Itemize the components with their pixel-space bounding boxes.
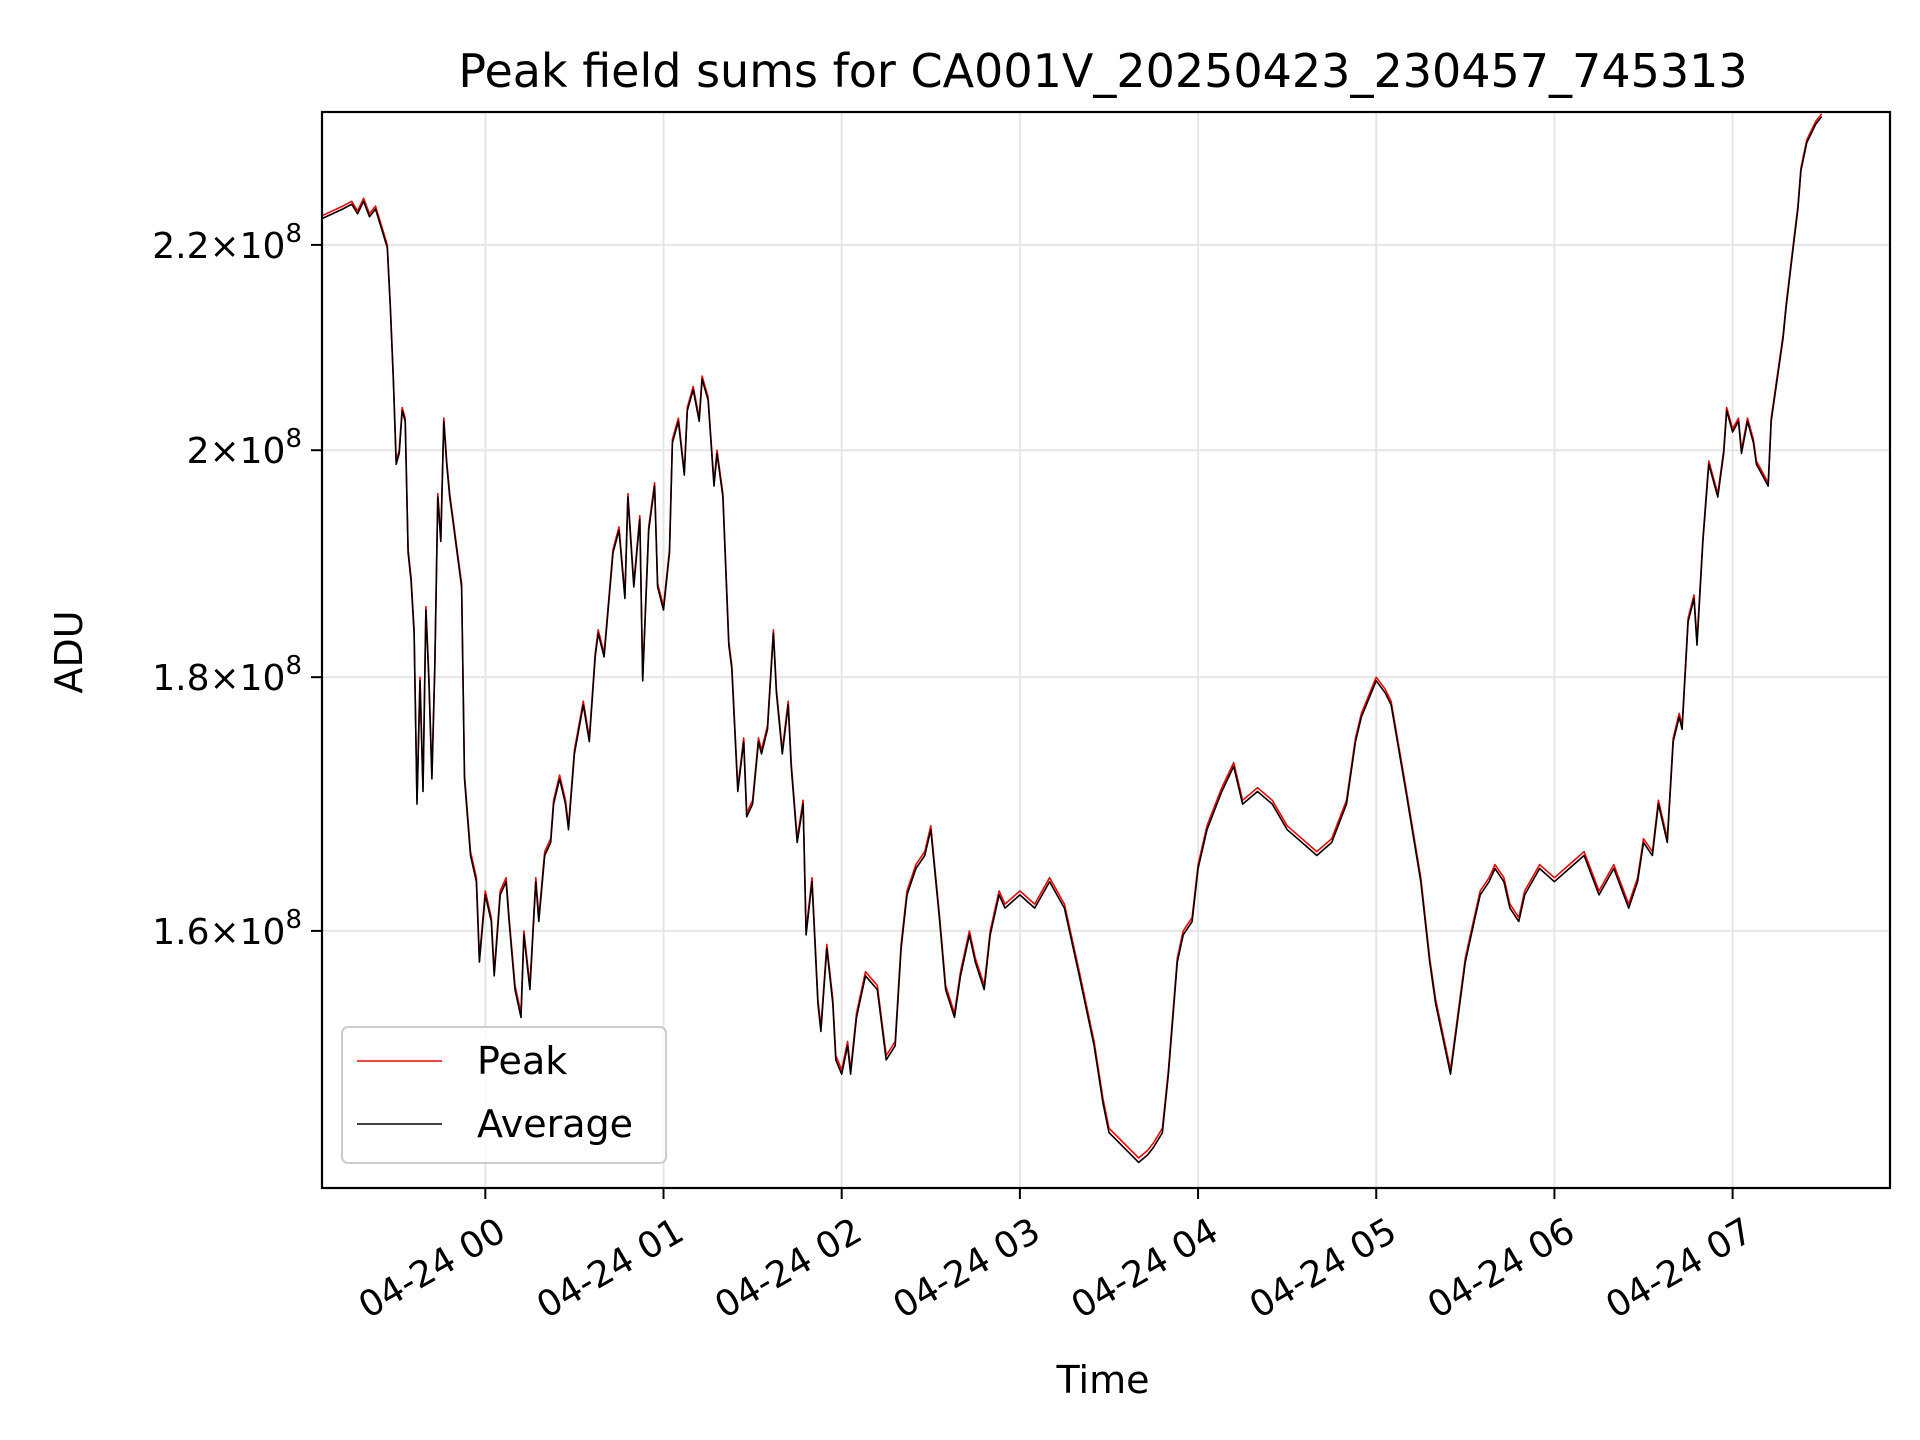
legend-label-average: Average [477, 1102, 633, 1146]
grid [322, 112, 1890, 1188]
series-lines [321, 113, 1823, 1164]
y-tick-label: 2×108 [187, 424, 302, 472]
y-tick-label: 1.8×108 [152, 651, 302, 699]
legend-label-peak: Peak [477, 1039, 567, 1083]
y-tick-label: 2.2×108 [152, 219, 302, 267]
x-axis-label: Time [1056, 1358, 1150, 1402]
plot-frame [320, 110, 1892, 1190]
y-axis-label: ADU [47, 610, 91, 693]
legend: Peak Average [341, 1026, 667, 1164]
y-tick-label: 1.6×108 [152, 905, 302, 953]
series-line-average [321, 116, 1823, 1164]
y-axis: 1.6×108 1.8×108 2×108 2.2×108 [152, 219, 322, 953]
chart-title: Peak field sums for CA001V_20250423_2304… [458, 44, 1747, 98]
